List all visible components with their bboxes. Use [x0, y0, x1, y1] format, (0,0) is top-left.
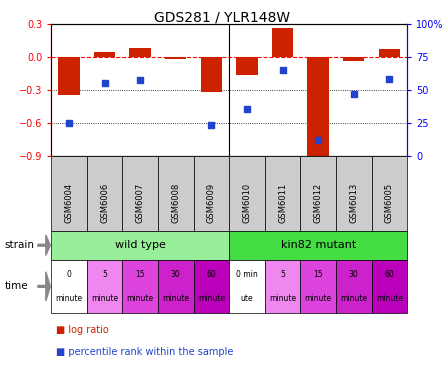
Bar [343, 57, 364, 61]
Text: 60: 60 [384, 270, 394, 279]
Text: minute: minute [269, 294, 296, 303]
Text: 5: 5 [280, 270, 285, 279]
Text: GSM6008: GSM6008 [171, 183, 180, 223]
Text: GSM6010: GSM6010 [243, 183, 251, 223]
Text: ute: ute [241, 294, 253, 303]
Text: 0: 0 [67, 270, 71, 279]
Text: minute: minute [162, 294, 189, 303]
Text: GSM6004: GSM6004 [65, 183, 73, 223]
Text: minute: minute [91, 294, 118, 303]
Text: 0 min: 0 min [236, 270, 258, 279]
Point [243, 107, 251, 112]
Text: wild type: wild type [115, 240, 166, 250]
Text: time: time [4, 281, 28, 291]
Bar [58, 57, 80, 95]
Point [279, 67, 286, 73]
Point [101, 80, 108, 86]
Text: kin82 mutant: kin82 mutant [280, 240, 356, 250]
Text: minute: minute [198, 294, 225, 303]
Text: minute: minute [56, 294, 82, 303]
Point [137, 78, 144, 83]
Text: 15: 15 [135, 270, 145, 279]
Bar [272, 28, 293, 57]
Text: minute: minute [305, 294, 332, 303]
Text: ■ percentile rank within the sample: ■ percentile rank within the sample [56, 347, 233, 358]
Point [208, 122, 215, 128]
Bar [236, 57, 258, 75]
Bar [94, 52, 115, 57]
Text: GSM6013: GSM6013 [349, 183, 358, 223]
Text: GDS281 / YLR148W: GDS281 / YLR148W [154, 11, 291, 25]
Text: 5: 5 [102, 270, 107, 279]
Text: GSM6006: GSM6006 [100, 183, 109, 223]
Bar [307, 57, 329, 158]
Text: 30: 30 [171, 270, 181, 279]
Point [386, 76, 393, 82]
Point [350, 91, 357, 97]
Text: minute: minute [127, 294, 154, 303]
Text: minute: minute [376, 294, 403, 303]
Bar [379, 49, 400, 57]
Bar [165, 57, 186, 59]
Text: strain: strain [4, 240, 34, 250]
Text: 15: 15 [313, 270, 323, 279]
Text: 60: 60 [206, 270, 216, 279]
Point [65, 120, 73, 126]
Text: GSM6009: GSM6009 [207, 183, 216, 223]
Text: minute: minute [340, 294, 367, 303]
Text: GSM6007: GSM6007 [136, 183, 145, 223]
Text: GSM6005: GSM6005 [385, 183, 394, 223]
Bar [201, 57, 222, 92]
Text: ■ log ratio: ■ log ratio [56, 325, 109, 335]
Text: GSM6012: GSM6012 [314, 183, 323, 223]
Text: GSM6011: GSM6011 [278, 183, 287, 223]
Bar [129, 48, 151, 57]
Point [315, 137, 322, 143]
Text: 30: 30 [349, 270, 359, 279]
